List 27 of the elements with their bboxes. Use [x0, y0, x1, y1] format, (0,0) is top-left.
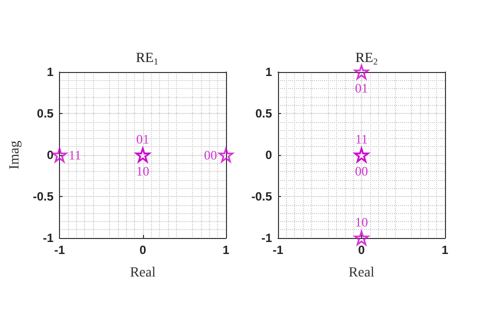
x-tick-label: 1: [222, 243, 230, 257]
y-tick-label: 0: [265, 148, 272, 162]
y-tick-label: 1: [265, 65, 272, 79]
y-tick-label: -0.5: [32, 190, 54, 204]
point: [354, 230, 369, 246]
y-tick-label: -1: [42, 231, 54, 245]
annotation: 01: [136, 132, 150, 146]
annotation: 10: [355, 214, 368, 230]
point: [354, 64, 369, 80]
y-tick-label: -1: [261, 231, 272, 245]
y-tick-label: 0.5: [255, 106, 272, 120]
y-axis-title: Imag: [8, 140, 22, 170]
x-tick-label: 1: [442, 243, 449, 257]
annotation: 00: [204, 148, 217, 162]
annotation: 01: [355, 80, 368, 96]
annotation: 10: [136, 164, 150, 178]
y-tick-label: 1: [46, 65, 54, 79]
x-tick-label: 0: [358, 243, 366, 257]
y-tick-label: 0.5: [36, 106, 54, 120]
x-axis-title: Real: [348, 266, 374, 280]
y-tick-label: 0: [46, 148, 54, 162]
y-tick-label: -0.5: [251, 190, 272, 204]
x-axis-title: Real: [130, 266, 156, 280]
annotation: 00: [355, 164, 368, 178]
annotation: 11: [355, 132, 368, 146]
annotation: 11: [68, 148, 82, 162]
x-tick-label: 0: [139, 243, 146, 257]
